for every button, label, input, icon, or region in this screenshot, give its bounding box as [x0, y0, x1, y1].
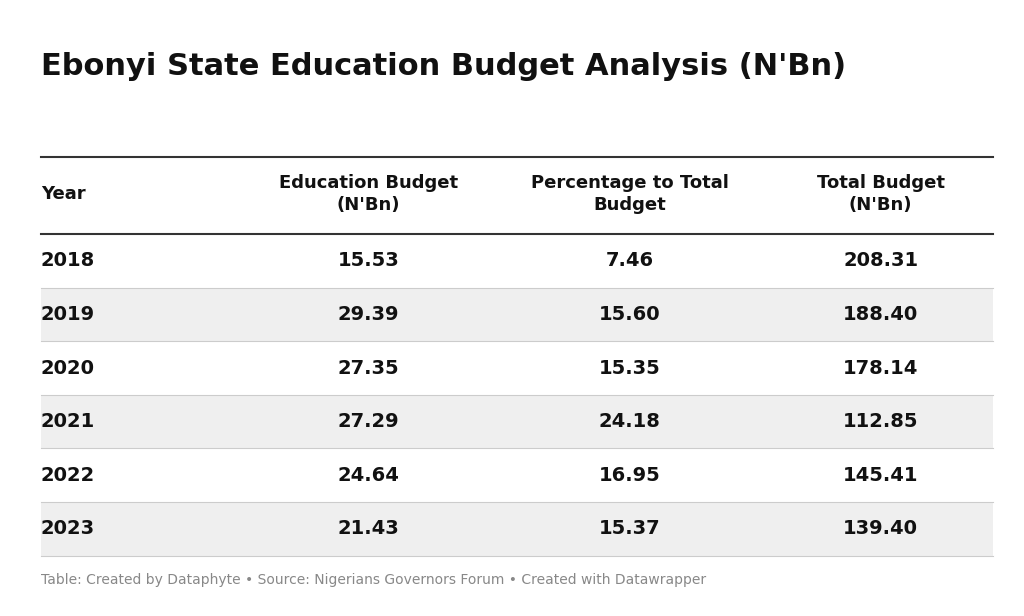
Text: 145.41: 145.41 — [843, 466, 919, 485]
Text: 16.95: 16.95 — [599, 466, 660, 485]
Text: 7.46: 7.46 — [606, 251, 653, 270]
Bar — [41, 448, 993, 502]
Bar — [41, 234, 993, 288]
Text: 27.29: 27.29 — [338, 412, 399, 431]
Text: 2023: 2023 — [41, 519, 95, 538]
Text: 2022: 2022 — [41, 466, 95, 485]
Text: 2021: 2021 — [41, 412, 95, 431]
Text: 15.37: 15.37 — [599, 519, 660, 538]
Text: 2020: 2020 — [41, 359, 95, 378]
Text: 208.31: 208.31 — [843, 251, 919, 270]
Text: 139.40: 139.40 — [843, 519, 919, 538]
Text: 15.60: 15.60 — [599, 305, 660, 324]
Text: Table: Created by Dataphyte • Source: Nigerians Governors Forum • Created with D: Table: Created by Dataphyte • Source: Ni… — [41, 573, 707, 587]
Text: 29.39: 29.39 — [338, 305, 399, 324]
Bar — [41, 502, 993, 556]
Text: Ebonyi State Education Budget Analysis (N'Bn): Ebonyi State Education Budget Analysis (… — [41, 52, 846, 81]
Text: 178.14: 178.14 — [843, 359, 919, 378]
Text: 27.35: 27.35 — [338, 359, 399, 378]
Text: 21.43: 21.43 — [338, 519, 399, 538]
Text: 112.85: 112.85 — [843, 412, 919, 431]
Text: 188.40: 188.40 — [843, 305, 919, 324]
Text: 2018: 2018 — [41, 251, 95, 270]
Text: 15.35: 15.35 — [599, 359, 660, 378]
Text: 24.18: 24.18 — [599, 412, 660, 431]
Bar — [41, 288, 993, 341]
Text: Education Budget
(N'Bn): Education Budget (N'Bn) — [280, 174, 458, 214]
Text: 24.64: 24.64 — [338, 466, 399, 485]
Text: 2019: 2019 — [41, 305, 95, 324]
Text: Year: Year — [41, 185, 86, 203]
Text: Percentage to Total
Budget: Percentage to Total Budget — [530, 174, 729, 214]
Bar — [41, 395, 993, 448]
Text: 15.53: 15.53 — [338, 251, 399, 270]
Text: Total Budget
(N'Bn): Total Budget (N'Bn) — [817, 174, 944, 214]
Bar — [41, 341, 993, 395]
